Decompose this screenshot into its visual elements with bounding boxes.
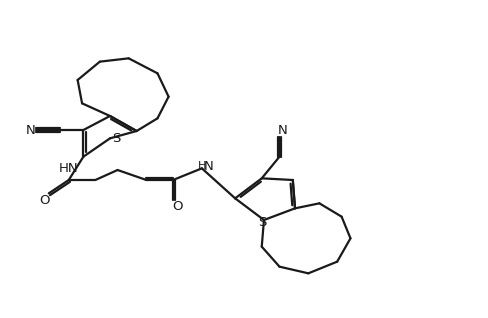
Text: S: S	[258, 217, 266, 230]
Text: N: N	[204, 160, 214, 173]
Text: N: N	[278, 124, 287, 137]
Text: HN: HN	[59, 162, 79, 175]
Text: S: S	[112, 132, 120, 145]
Text: O: O	[172, 201, 183, 213]
Text: O: O	[40, 194, 50, 207]
Text: N: N	[25, 123, 35, 136]
Text: H: H	[198, 161, 206, 171]
